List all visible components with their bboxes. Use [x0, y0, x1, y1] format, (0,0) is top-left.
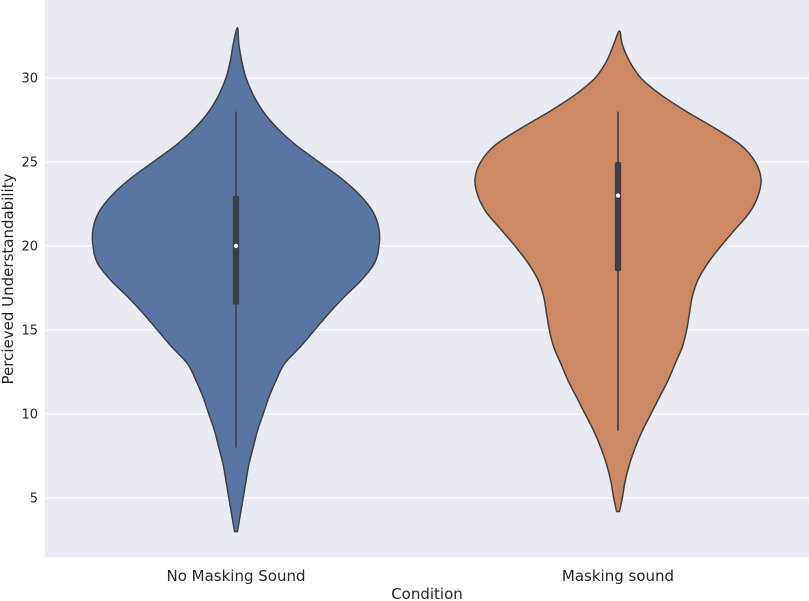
median-dot — [615, 193, 621, 198]
y-tick-label: 15 — [21, 324, 38, 339]
inner-boxes — [232, 111, 622, 448]
x-axis-title: Condition — [391, 585, 463, 601]
x-tick-label: Masking sound — [562, 567, 674, 585]
y-tick-label: 10 — [21, 408, 38, 423]
y-tick-label: 25 — [21, 156, 38, 171]
median-dot — [233, 243, 239, 249]
y-tick-label: 5 — [30, 492, 38, 507]
iqr-box — [232, 195, 240, 305]
y-axis-title: Percieved Understandability — [0, 173, 17, 384]
y-tick-labels: 5 10 15 20 25 30 — [21, 72, 38, 507]
y-tick-label: 30 — [21, 72, 38, 87]
iqr-box — [614, 162, 622, 272]
x-tick-labels: No Masking Sound Masking sound — [167, 567, 675, 585]
x-tick-label: No Masking Sound — [167, 567, 306, 585]
y-tick-label: 20 — [21, 240, 38, 255]
